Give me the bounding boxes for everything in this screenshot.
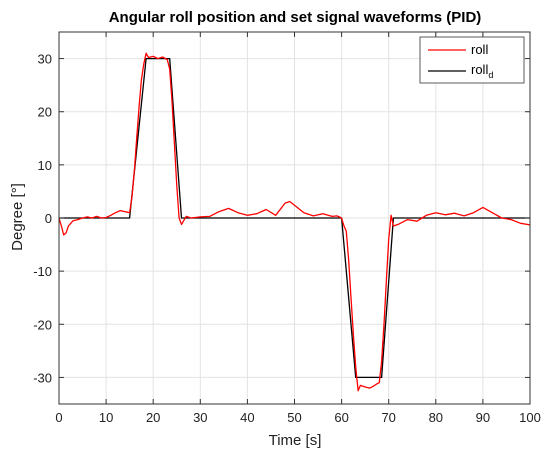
y-tick-label: -10 bbox=[33, 264, 52, 279]
series-layer bbox=[58, 52, 531, 392]
series-roll-d bbox=[59, 57, 530, 379]
x-tick-label: 40 bbox=[240, 410, 254, 425]
x-tick-label: 60 bbox=[334, 410, 348, 425]
series-roll bbox=[58, 52, 531, 392]
y-axis-label: Degree [°] bbox=[9, 183, 26, 251]
y-tick-label: 0 bbox=[45, 211, 52, 226]
x-tick-label: 10 bbox=[99, 410, 113, 425]
x-tick-label: 90 bbox=[476, 410, 490, 425]
x-tick-label: 70 bbox=[381, 410, 395, 425]
chart-title: Angular roll position and set signal wav… bbox=[109, 9, 482, 26]
x-tick-label: 20 bbox=[146, 410, 160, 425]
y-tick-label: -30 bbox=[33, 370, 52, 385]
x-tick-label: 80 bbox=[429, 410, 443, 425]
plot-area: 0 10 20 30 40 50 60 70 80 90 100 -30 -20 -10 0 10 20 30 bbox=[33, 31, 541, 425]
legend-label-roll: roll bbox=[471, 42, 488, 57]
legend-label-roll-d-main: roll bbox=[471, 62, 488, 77]
legend-label-roll-d-subscript: d bbox=[488, 70, 493, 80]
y-tick-label: 20 bbox=[38, 105, 52, 120]
y-tick-label: 30 bbox=[38, 52, 52, 67]
ticks: 0 10 20 30 40 50 60 70 80 90 100 -30 -20 -10 0 10 20 30 bbox=[33, 32, 541, 425]
x-axis-label: Time [s] bbox=[269, 432, 322, 449]
x-tick-label: 30 bbox=[193, 410, 207, 425]
legend: roll rolld bbox=[419, 36, 525, 84]
x-tick-label: 50 bbox=[287, 410, 301, 425]
x-tick-label: 100 bbox=[519, 410, 541, 425]
legend-label-roll-d: rolld bbox=[471, 62, 493, 80]
y-tick-label: -20 bbox=[33, 317, 52, 332]
legend-box bbox=[419, 36, 525, 84]
x-tick-label: 0 bbox=[55, 410, 62, 425]
y-tick-label: 10 bbox=[38, 158, 52, 173]
